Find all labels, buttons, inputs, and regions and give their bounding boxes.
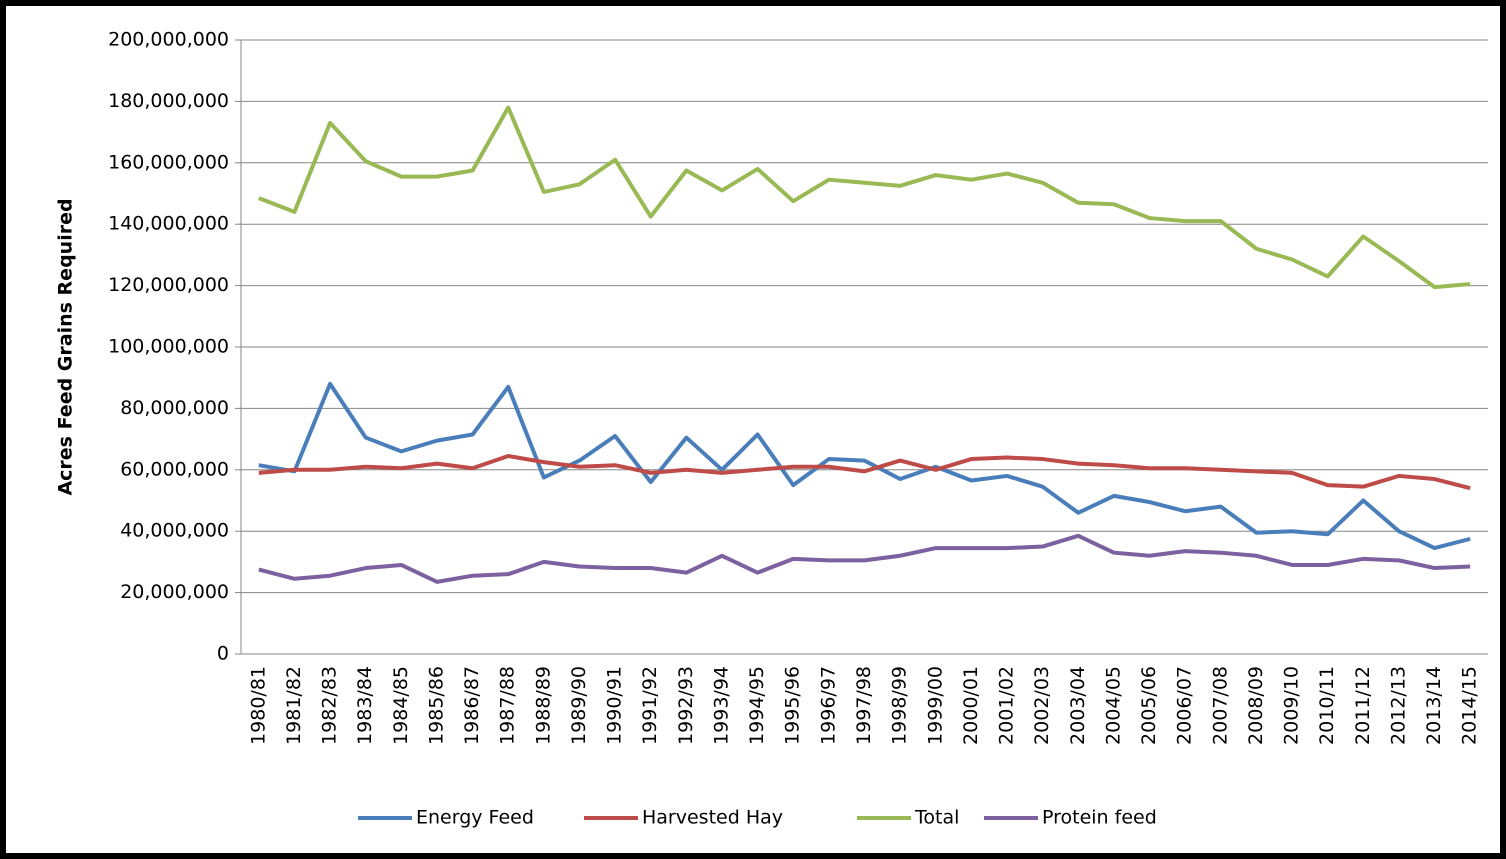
- x-tick-label: 1993/94: [710, 666, 732, 745]
- x-tick-label: 2008/09: [1245, 666, 1267, 745]
- series-line: [258, 533, 1471, 584]
- y-axis-title: Acres Feed Grains Required: [55, 198, 77, 495]
- y-tick-label: 100,000,000: [108, 336, 229, 358]
- x-tick-label: 1995/96: [782, 666, 804, 745]
- x-tick-label: 1999/00: [924, 666, 946, 745]
- x-tick-label: 2004/05: [1102, 666, 1124, 745]
- x-tick-label: 1983/84: [354, 666, 376, 745]
- x-tick-label: 1991/92: [639, 666, 661, 745]
- x-tick-label: 2012/13: [1387, 666, 1409, 745]
- x-tick-label: 2003/04: [1067, 666, 1089, 745]
- x-tick-label: 2011/12: [1352, 666, 1374, 745]
- x-tick-label: 1996/97: [817, 666, 839, 745]
- y-tick-label: 140,000,000: [108, 213, 229, 235]
- x-tick-label: 1985/86: [425, 666, 447, 745]
- x-tick-label: 1984/85: [390, 666, 412, 745]
- x-tick-label: 1982/83: [319, 666, 341, 745]
- x-tick-label: 2000/01: [960, 666, 982, 745]
- y-tick-label: 20,000,000: [120, 581, 229, 603]
- y-tick-label: 80,000,000: [120, 397, 229, 419]
- series-line: [258, 453, 1471, 491]
- y-tick-label: 60,000,000: [120, 458, 229, 480]
- x-tick-label: 1988/89: [532, 666, 554, 745]
- x-tick-label: 2009/10: [1281, 666, 1303, 745]
- x-tick-label: 1994/95: [746, 666, 768, 745]
- legend-label: Harvested Hay: [642, 807, 783, 829]
- y-tick-label: 40,000,000: [120, 520, 229, 542]
- x-tick-label: 2001/02: [996, 666, 1018, 745]
- x-tick-label: 1989/90: [568, 666, 590, 745]
- x-tick-label: 2005/06: [1138, 666, 1160, 745]
- x-tick-label: 1980/81: [247, 666, 269, 745]
- x-tick-label: 1981/82: [283, 666, 305, 745]
- x-tick-label: 2006/07: [1174, 666, 1196, 745]
- y-tick-label: 0: [217, 643, 229, 665]
- y-tick-label: 200,000,000: [108, 29, 229, 51]
- y-tick-label: 180,000,000: [108, 90, 229, 112]
- x-tick-label: 1987/88: [497, 666, 519, 745]
- x-tick-label: 1997/98: [853, 666, 875, 745]
- x-tick-label: 1998/99: [889, 666, 911, 745]
- x-tick-label: 2002/03: [1031, 666, 1053, 745]
- series-line: [258, 105, 1471, 290]
- series-line: [258, 381, 1471, 551]
- x-tick-label: 2014/15: [1459, 666, 1481, 745]
- x-tick-label: 1986/87: [461, 666, 483, 745]
- x-tick-label: 2013/14: [1423, 666, 1445, 745]
- legend-label: Protein feed: [1042, 807, 1157, 829]
- legend-label: Energy Feed: [416, 807, 534, 829]
- x-tick-label: 1992/93: [675, 666, 697, 745]
- y-tick-label: 160,000,000: [108, 151, 229, 173]
- x-tick-label: 2007/08: [1209, 666, 1231, 745]
- legend-label: Total: [914, 807, 959, 829]
- x-tick-label: 2010/11: [1316, 666, 1338, 745]
- x-tick-label: 1990/91: [604, 666, 626, 745]
- y-tick-label: 120,000,000: [108, 274, 229, 296]
